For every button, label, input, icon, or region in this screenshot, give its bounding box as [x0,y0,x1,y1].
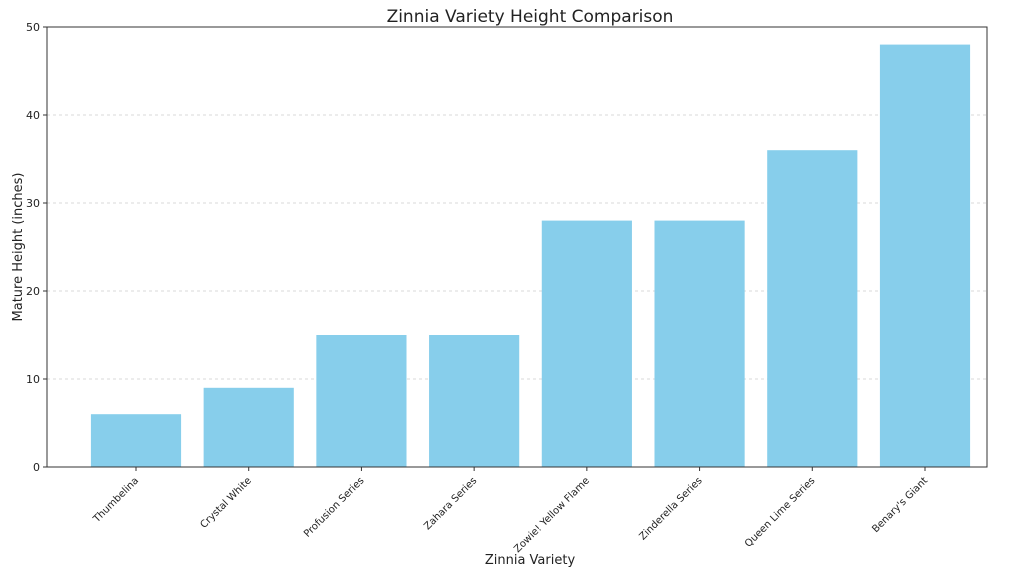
x-tick-label: Zinderella Series [637,475,704,542]
x-axis-label: Zinnia Variety [485,553,576,568]
bar-crystal-white [203,387,294,467]
y-tick-label: 30 [26,197,40,210]
bar-queen-lime-series [767,150,858,467]
x-axis-ticks: Thumbelina Crystal White Profusion Series Z… [91,467,930,555]
bar-benary-s-giant [879,44,971,467]
x-tick-label: Zahara Series [422,475,479,532]
bars-group [90,44,971,467]
plot-frame [46,26,988,468]
y-tick-label: 10 [26,373,40,386]
bar-profusion-series [316,335,407,467]
y-tick-label: 40 [26,109,40,122]
bar-thumbelina [90,414,182,467]
x-tick-label: Thumbelina [91,475,141,525]
y-tick-label: 20 [26,285,40,298]
y-tick-label: 50 [26,21,40,34]
x-tick-label: Queen Lime Series [743,475,817,549]
y-tick-label: 0 [33,461,40,474]
x-tick-label: Crystal White [198,475,253,530]
y-axis-ticks: 0 10 20 30 40 50 [26,21,47,474]
bar-zinderella-series [654,220,745,467]
bar-zowie-yellow-flame [541,220,632,467]
x-tick-label: Zowie! Yellow Flame [512,475,592,555]
x-tick-label: Profusion Series [302,475,366,539]
y-axis-label: Mature Height (inches) [11,173,26,322]
chart-title: Zinnia Variety Height Comparison [387,7,674,27]
x-tick-label: Benary's Giant [870,475,930,535]
bar-zahara-series [429,335,520,467]
